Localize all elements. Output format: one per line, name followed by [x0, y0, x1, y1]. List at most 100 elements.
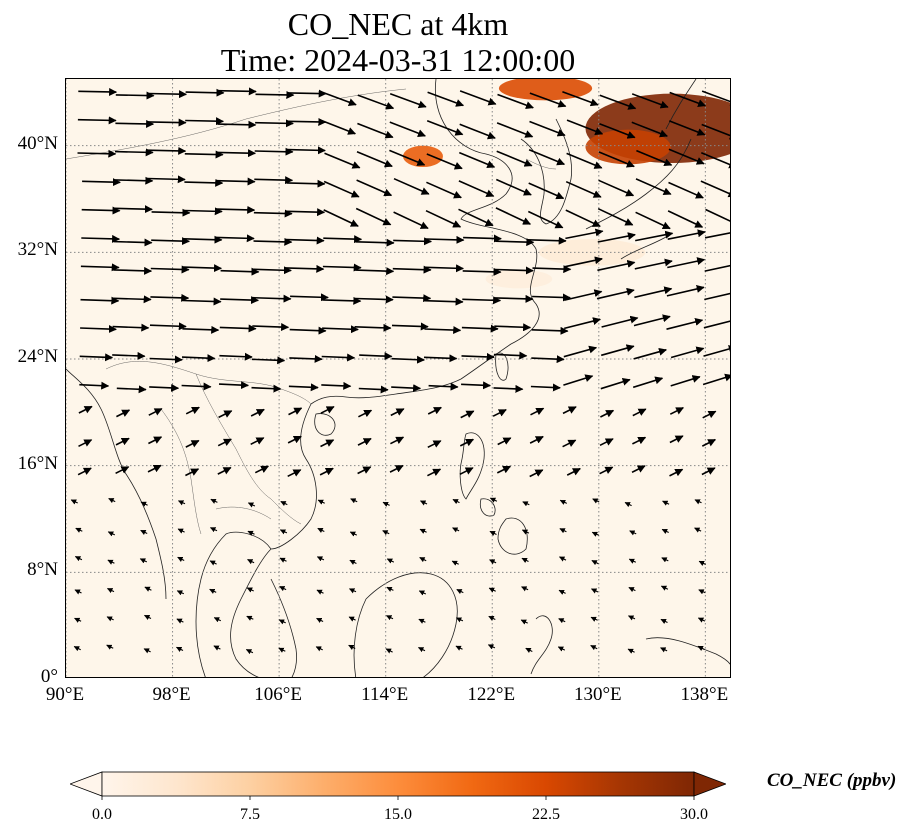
wind-arrow	[316, 589, 324, 595]
wind-arrow	[669, 468, 684, 477]
wind-arrow	[324, 152, 361, 169]
wind-arrow	[113, 266, 153, 275]
wind-arrow	[321, 353, 356, 362]
wind-arrow	[669, 120, 706, 136]
concentration-plume	[485, 269, 553, 289]
wind-arrow	[701, 123, 730, 140]
wind-arrow	[698, 560, 706, 566]
lat-tick-label: 8°N	[27, 559, 58, 581]
wind-arrow	[77, 149, 117, 158]
wind-arrow	[246, 615, 254, 621]
country-borders	[66, 88, 557, 535]
wind-arrow	[147, 146, 187, 155]
wind-arrow	[316, 617, 324, 624]
border-cambodia	[215, 506, 272, 520]
wind-arrow	[634, 258, 673, 270]
wind-arrow	[669, 91, 707, 107]
wind-arrow	[629, 530, 637, 536]
wind-arrow	[530, 407, 545, 416]
wind-arrow	[666, 317, 704, 330]
wind-arrow	[349, 559, 357, 565]
wind-arrow	[391, 355, 425, 364]
wind-arrow	[386, 615, 394, 621]
wind-arrow	[694, 527, 702, 533]
wind-arrow	[182, 325, 220, 334]
wind-arrow	[114, 205, 153, 214]
wind-arrow	[148, 90, 187, 99]
wind-arrow	[115, 119, 155, 128]
wind-arrow	[700, 180, 730, 198]
wind-arrow	[217, 149, 256, 158]
wind-arrow	[287, 435, 302, 444]
wind-arrow	[382, 501, 390, 507]
wind-arrow	[530, 383, 561, 392]
lon-tick-label: 90°E	[45, 684, 85, 705]
wind-arrow	[183, 235, 223, 244]
wind-arrow	[278, 647, 286, 653]
wind-arrow	[279, 586, 287, 592]
wind-arrow	[456, 589, 464, 595]
wind-arrow	[423, 354, 458, 363]
wind-arrow	[77, 116, 117, 125]
wind-arrow	[590, 645, 598, 651]
wind-arrow	[705, 208, 730, 222]
wind-arrow	[253, 237, 293, 246]
wind-arrow	[565, 180, 602, 198]
wind-arrow	[462, 267, 502, 276]
coastline-mindanao	[497, 517, 528, 555]
wind-arrow	[529, 469, 544, 478]
wind-arrow	[702, 373, 730, 386]
wind-arrow	[559, 499, 568, 505]
wind-arrow	[463, 234, 502, 243]
lon-tick-label: 106°E	[254, 684, 302, 705]
wind-arrow	[628, 587, 636, 593]
wind-arrow	[704, 292, 730, 301]
wind-arrow	[628, 615, 636, 621]
wind-arrow	[74, 556, 83, 562]
wind-arrow	[147, 464, 162, 473]
wind-arrow	[220, 267, 260, 276]
wind-arrow	[670, 346, 705, 359]
coastline-hainan	[314, 413, 336, 436]
wind-arrow	[426, 181, 462, 199]
wind-arrow	[599, 94, 637, 110]
wind-arrow	[115, 466, 130, 475]
wind-arrow	[74, 617, 82, 623]
wind-arrow	[177, 556, 185, 562]
wind-arrow	[557, 646, 566, 652]
wind-arrow	[389, 149, 426, 166]
wind-arrow	[357, 466, 372, 475]
wind-arrow	[632, 376, 664, 389]
wind-arrow	[391, 384, 422, 393]
wind-arrow	[701, 438, 717, 447]
wind-arrow	[391, 322, 429, 331]
wind-arrow	[697, 645, 705, 651]
wind-arrow	[220, 296, 259, 305]
wind-arrow	[627, 648, 635, 654]
wind-arrow	[600, 409, 615, 418]
colorbar-label: CO_NEC (ppbv)	[767, 770, 897, 791]
wind-arrow	[697, 617, 706, 623]
wind-arrow	[357, 122, 394, 139]
wind-arrow	[591, 588, 599, 594]
wind-arrow	[359, 352, 393, 361]
wind-arrow	[636, 149, 673, 167]
wind-arrow	[496, 122, 534, 138]
wind-arrow	[495, 238, 535, 247]
wind-arrow	[598, 151, 635, 168]
wind-arrow	[78, 405, 93, 414]
wind-arrow	[459, 438, 475, 447]
wind-arrow	[358, 385, 389, 394]
coastline-korea	[520, 118, 573, 225]
wind-arrow	[563, 374, 594, 386]
wind-arrow	[349, 531, 358, 537]
wind-arrow	[146, 175, 186, 184]
wind-arrow	[356, 151, 393, 168]
wind-arrow	[355, 238, 395, 247]
colorbar-tick-label: 0.0	[92, 806, 112, 823]
wind-arrow	[428, 382, 459, 391]
wind-arrow	[425, 235, 465, 244]
wind-arrow	[452, 499, 460, 505]
wind-arrow	[149, 322, 187, 331]
wind-arrow	[393, 237, 432, 246]
